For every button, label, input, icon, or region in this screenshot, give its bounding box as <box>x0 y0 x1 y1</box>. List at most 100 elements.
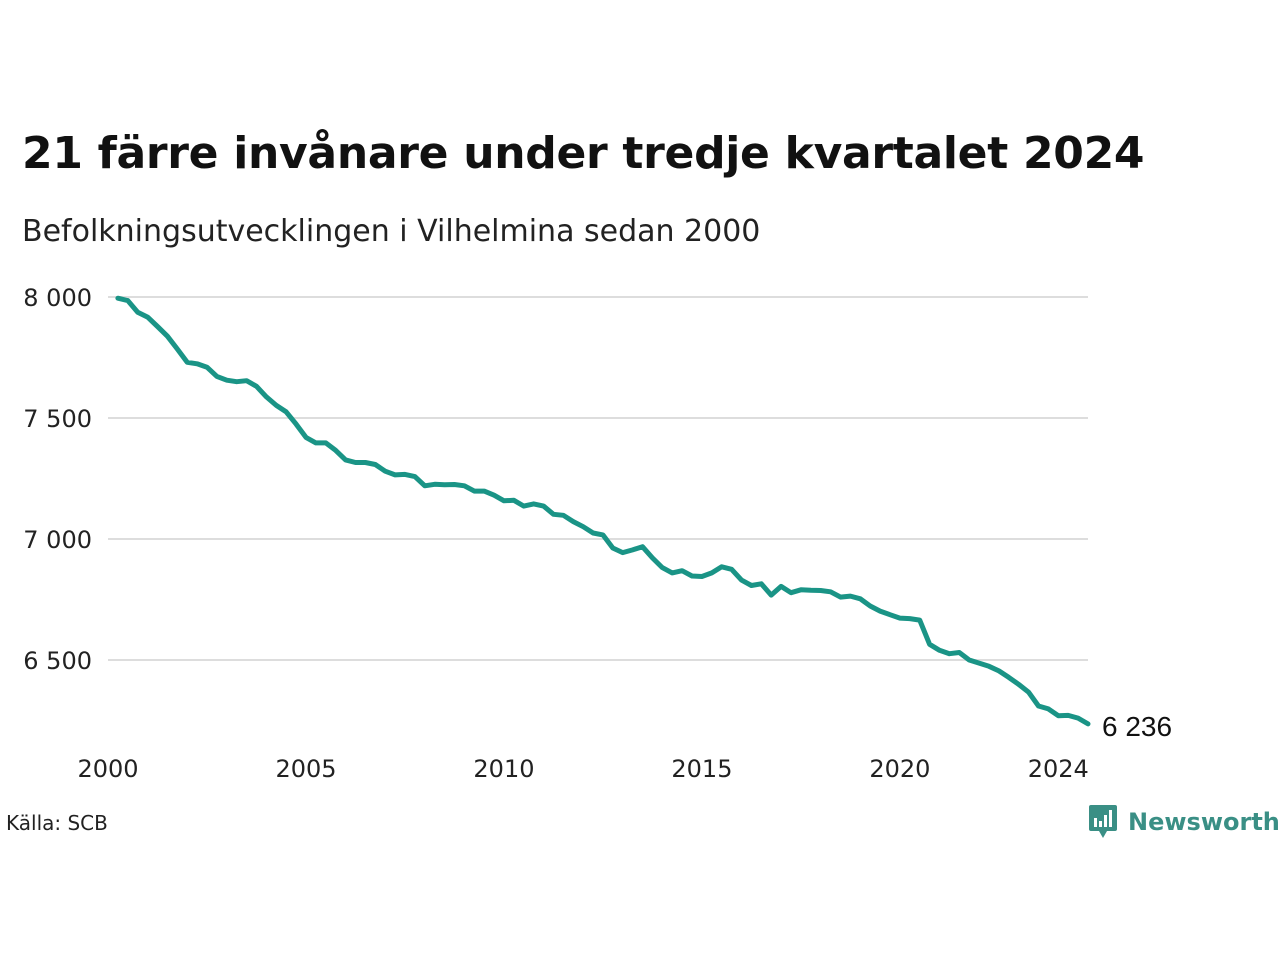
data-point <box>987 664 992 669</box>
data-point <box>957 650 962 655</box>
data-point <box>303 435 308 440</box>
y-tick-label: 7 000 <box>23 526 92 554</box>
data-point <box>947 651 952 656</box>
data-point <box>977 661 982 666</box>
end-label-layer: 6 236 <box>1102 711 1172 742</box>
data-point <box>699 574 704 579</box>
data-point <box>521 504 526 509</box>
data-point <box>779 584 784 589</box>
data-point <box>1016 682 1021 687</box>
data-point <box>670 570 675 575</box>
data-point <box>917 618 922 623</box>
source-note: Källa: SCB <box>6 811 108 835</box>
data-point <box>759 581 764 586</box>
data-point <box>868 604 873 609</box>
data-point <box>680 568 685 573</box>
data-point <box>996 668 1001 673</box>
chart-title: 21 färre invånare under tredje kvartalet… <box>22 128 1145 179</box>
data-point <box>165 334 170 339</box>
data-point <box>442 482 447 487</box>
data-point <box>798 587 803 592</box>
x-axis-ticks: 2000 2005 2010 2015 2020 2024 <box>77 755 1088 783</box>
data-point <box>838 595 843 600</box>
data-point <box>937 648 942 653</box>
data-point <box>581 524 586 529</box>
x-tick-label: 2000 <box>77 755 138 783</box>
data-point <box>402 472 407 477</box>
data-point <box>878 609 883 614</box>
data-point <box>501 498 506 503</box>
data-point <box>284 409 289 414</box>
data-point <box>897 616 902 621</box>
data-point <box>472 489 477 494</box>
data-point <box>571 519 576 524</box>
data-point <box>422 483 427 488</box>
data-point <box>769 593 774 598</box>
data-point <box>333 448 338 453</box>
data-point <box>749 583 754 588</box>
brand-logo: Newsworthy <box>1088 804 1280 840</box>
data-point <box>907 616 912 621</box>
data-point <box>432 482 437 487</box>
data-point <box>224 378 229 383</box>
data-point <box>482 489 487 494</box>
data-point <box>600 532 605 537</box>
y-axis-ticks: 6 500 7 000 7 500 8 000 <box>23 284 92 675</box>
chart-subtitle: Befolkningsutvecklingen i Vilhelmina sed… <box>22 214 761 249</box>
x-tick-label: 2015 <box>671 755 732 783</box>
data-point <box>1086 721 1091 726</box>
data-point <box>244 378 249 383</box>
data-point <box>1066 713 1071 718</box>
data-point <box>709 570 714 575</box>
data-point <box>393 472 398 477</box>
data-point <box>115 296 120 301</box>
grid-lines <box>108 296 1088 661</box>
data-point <box>828 589 833 594</box>
data-point <box>462 483 467 488</box>
data-point <box>739 578 744 583</box>
data-point <box>125 298 130 303</box>
data-point <box>531 501 536 506</box>
data-point <box>135 310 140 315</box>
data-point <box>808 588 813 593</box>
newsworthy-logo-icon <box>1089 805 1117 838</box>
data-point <box>274 403 279 408</box>
y-tick-label: 6 500 <box>23 647 92 675</box>
data-point <box>690 574 695 579</box>
data-point <box>492 493 497 498</box>
data-point <box>214 374 219 379</box>
data-point <box>729 567 734 572</box>
data-point <box>511 498 516 503</box>
data-point <box>848 594 853 599</box>
data-point <box>452 482 457 487</box>
data-point <box>591 530 596 535</box>
data-point <box>888 612 893 617</box>
y-tick-label: 8 000 <box>23 284 92 312</box>
data-point <box>927 642 932 647</box>
x-tick-label: 2005 <box>275 755 336 783</box>
data-point <box>363 460 368 465</box>
data-point <box>353 460 358 465</box>
y-tick-label: 7 500 <box>23 405 92 433</box>
data-point <box>1076 716 1081 721</box>
data-point <box>640 544 645 549</box>
data-point <box>155 324 160 329</box>
series-layer <box>115 295 1091 727</box>
data-point <box>323 440 328 445</box>
brand-name: Newsworthy <box>1128 808 1280 836</box>
data-point <box>719 564 724 569</box>
x-tick-label: 2024 <box>1028 755 1089 783</box>
data-point <box>264 394 269 399</box>
x-tick-label: 2010 <box>473 755 534 783</box>
data-point <box>551 512 556 517</box>
data-point <box>294 422 299 427</box>
data-point <box>1006 675 1011 680</box>
data-point <box>858 596 863 601</box>
data-point <box>967 658 972 663</box>
data-point <box>610 545 615 550</box>
data-point <box>383 469 388 474</box>
data-point <box>630 547 635 552</box>
data-point <box>254 384 259 389</box>
data-point <box>1036 703 1041 708</box>
